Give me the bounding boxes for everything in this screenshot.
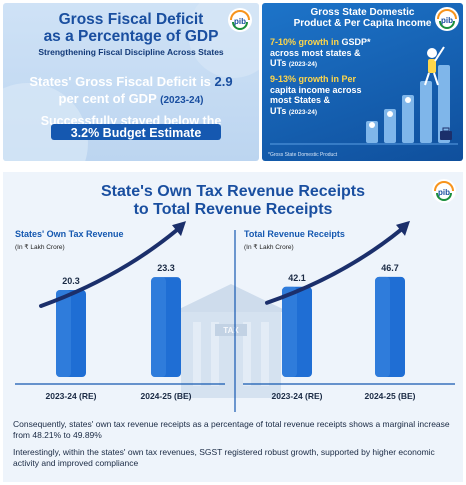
value-label-right-1: 46.7 [381, 263, 399, 273]
pib-logo: pib [429, 178, 459, 208]
tax-sign-text: TAX [223, 326, 239, 335]
chart-right-title: Total Revenue Receipts [244, 229, 345, 239]
pib-logo-text: pib [234, 17, 246, 26]
plant-icons [369, 97, 411, 128]
fiscal-deficit-panel: Gross Fiscal Deficit as a Percentage of G… [3, 3, 259, 161]
chart-left-title: States' Own Tax Revenue [15, 229, 124, 239]
growth-arrow-right [265, 226, 404, 305]
chart-left-states-own-tax: 20.3 2023-24 (RE) 23.3 2024-25 (BE) [15, 221, 225, 401]
category-label-right-0: 2023-24 (RE) [271, 391, 322, 401]
value-label-left-1: 23.3 [157, 263, 175, 273]
gsdp-footnote: *Gross State Domestic Product [268, 152, 338, 158]
fiscal-deficit-subtitle: Strengthening Fiscal Discipline Across S… [38, 47, 224, 57]
value-label-right-0: 42.1 [288, 273, 306, 283]
tax-revenue-panel: State's Own Tax Revenue Receipts to Total… [3, 172, 463, 482]
pib-logo: pib [432, 6, 462, 36]
growth-bars [366, 65, 450, 143]
per-capita-growth-text: 9-13% growth in Per capita income across… [270, 74, 362, 116]
bar-shade-right-1 [375, 276, 390, 377]
gsdp-growth-text: 7-10% growth in GSDP* across most states… [270, 37, 371, 68]
pib-logo-text: pib [438, 188, 450, 197]
growth-arrowhead-left [172, 221, 186, 237]
pib-logo-icon: pib [228, 8, 252, 32]
bar-shade-left-1 [151, 277, 166, 377]
bar-shade-right-0 [282, 286, 297, 377]
growth-arrow-left [39, 227, 180, 308]
category-label-left-1: 2024-25 (BE) [140, 391, 191, 401]
pib-logo: pib [225, 7, 255, 37]
chart-right-unit: (In ₹ Lakh Crore) [244, 244, 294, 251]
budget-estimate-text: 3.2% Budget Estimate [70, 126, 202, 140]
pib-logo-text: pib [441, 16, 453, 25]
budget-estimate-highlight [51, 124, 221, 140]
gsdp-title: Gross State Domestic Product & Per Capita… [293, 7, 432, 29]
chart-left-unit: (In ₹ Lakh Crore) [15, 244, 65, 251]
tax-revenue-title: State's Own Tax Revenue Receipts to Total… [100, 183, 366, 218]
note-percentage: Consequently, states' own tax revenue re… [13, 419, 450, 440]
person-icon [424, 46, 445, 86]
category-label-right-1: 2024-25 (BE) [364, 391, 415, 401]
pib-logo-icon: pib [432, 179, 456, 203]
value-label-left-0: 20.3 [62, 276, 80, 286]
note-sgst: Interestingly, within the states' own ta… [13, 447, 435, 468]
revenue-charts: TAX 20.3 2023-24 (RE) 23.3 2024-25 (BE) 42.… [15, 220, 455, 412]
briefcase-icon [440, 127, 452, 140]
fiscal-deficit-title: Gross Fiscal Deficit as a Percentage of G… [43, 11, 219, 45]
chart-right-total-revenue: 42.1 2023-24 (RE) 46.7 2024-25 (BE) [243, 220, 455, 401]
gsdp-panel: Gross State Domestic Product & Per Capita… [262, 3, 463, 161]
pib-logo-icon: pib [435, 7, 459, 31]
growth-illustration [270, 46, 458, 145]
category-label-left-0: 2023-24 (RE) [45, 391, 96, 401]
fiscal-deficit-statement: States' Gross Fiscal Deficit is 2.9 per … [29, 74, 233, 106]
bar-shade-left-0 [56, 290, 71, 377]
growth-arrowhead-right [396, 220, 410, 236]
